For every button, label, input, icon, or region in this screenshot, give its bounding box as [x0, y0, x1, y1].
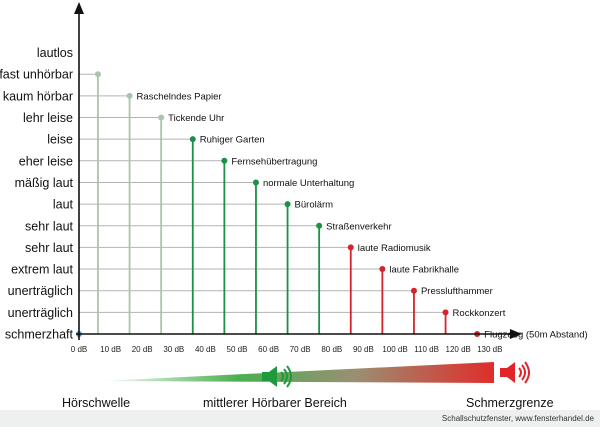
x-tick-label: 0 dB — [71, 345, 87, 354]
point-annotation: Raschelndes Papier — [137, 91, 222, 102]
data-point — [126, 92, 133, 99]
point-annotation: Fernsehübertragung — [231, 156, 317, 167]
point-annotation: Tickende Uhr — [168, 113, 224, 124]
category-label: lehr leise — [23, 111, 73, 125]
point-annotation: laute Fabrikhalle — [389, 265, 459, 276]
middle-range-label: mittlerer Hörbarer Bereich — [203, 396, 347, 410]
category-label: sehr laut — [25, 241, 73, 255]
x-tick-label: 90 dB — [353, 345, 374, 354]
category-label: mäßig laut — [15, 176, 74, 190]
axes — [74, 2, 522, 340]
category-label: unerträglich — [8, 306, 73, 320]
data-point — [189, 136, 196, 143]
x-tick-label: 110 dB — [414, 345, 439, 354]
stems — [76, 71, 481, 337]
x-tick-label: 70 dB — [290, 345, 311, 354]
y-axis-arrow-icon — [74, 2, 84, 14]
point-annotation: Bürolärm — [295, 200, 334, 211]
credit-text: Schallschutzfenster, www.fensterhandel.d… — [441, 414, 594, 423]
speaker-red-icon — [500, 361, 530, 384]
point-annotation: laute Radiomusik — [358, 243, 431, 254]
data-point — [158, 114, 165, 121]
category-label: schmerzhaft — [5, 328, 74, 342]
pain-threshold-label: Schmerzgrenze — [466, 396, 554, 410]
data-point — [410, 287, 417, 294]
category-label: laut — [53, 198, 74, 212]
x-tick-label: 80 dB — [321, 345, 342, 354]
point-annotation: Straßenverkehr — [326, 221, 391, 232]
grid-lines — [79, 73, 446, 313]
speaker-green-icon — [262, 365, 292, 388]
annotations: Raschelndes Papier Tickende Uhr Ruhiger Ga… — [137, 91, 588, 340]
data-point — [94, 71, 101, 78]
category-label: sehr laut — [25, 219, 73, 233]
data-point — [347, 244, 354, 251]
x-tick-label: 120 dB — [446, 345, 471, 354]
point-annotation: Flugzeug (50m Abstand) — [484, 330, 588, 341]
x-axis-arrow-icon — [510, 329, 522, 339]
x-tick-label: 50 dB — [227, 345, 248, 354]
category-label: fast unhörbar — [0, 68, 73, 82]
point-annotation: normale Unterhaltung — [263, 178, 354, 189]
x-tick-label: 40 dB — [195, 345, 216, 354]
x-tick-labels: 0 dB 10 dB 20 dB 30 dB 40 dB 50 dB 60 dB 70 dB 8… — [71, 345, 503, 354]
category-label: extrem laut — [11, 263, 73, 277]
x-tick-label: 20 dB — [132, 345, 153, 354]
point-annotation: Rockkonzert — [453, 308, 506, 319]
loudness-ramp — [100, 362, 494, 383]
x-tick-label: 30 dB — [163, 345, 184, 354]
footer-band — [0, 410, 600, 427]
category-labels: schmerzhaft unerträglich unerträglich extre… — [0, 46, 74, 341]
category-label: eher leise — [19, 154, 73, 168]
data-point — [252, 179, 259, 186]
category-label: unerträglich — [8, 284, 73, 298]
category-label: leise — [47, 133, 73, 147]
category-label: kaum hörbar — [3, 89, 73, 103]
x-tick-label: 60 dB — [258, 345, 279, 354]
x-tick-label: 100 dB — [382, 345, 407, 354]
threshold-label: Hörschwelle — [62, 396, 131, 410]
x-tick-label: 10 dB — [100, 345, 121, 354]
point-annotation: Presslufthammer — [421, 286, 493, 297]
data-point — [221, 157, 228, 164]
data-point — [316, 222, 323, 229]
point-annotation: Ruhiger Garten — [200, 135, 265, 146]
x-tick-label: 130 dB — [477, 345, 502, 354]
category-label: lautlos — [37, 46, 73, 60]
data-point — [442, 309, 449, 316]
data-point — [284, 201, 291, 208]
data-point — [379, 266, 386, 273]
